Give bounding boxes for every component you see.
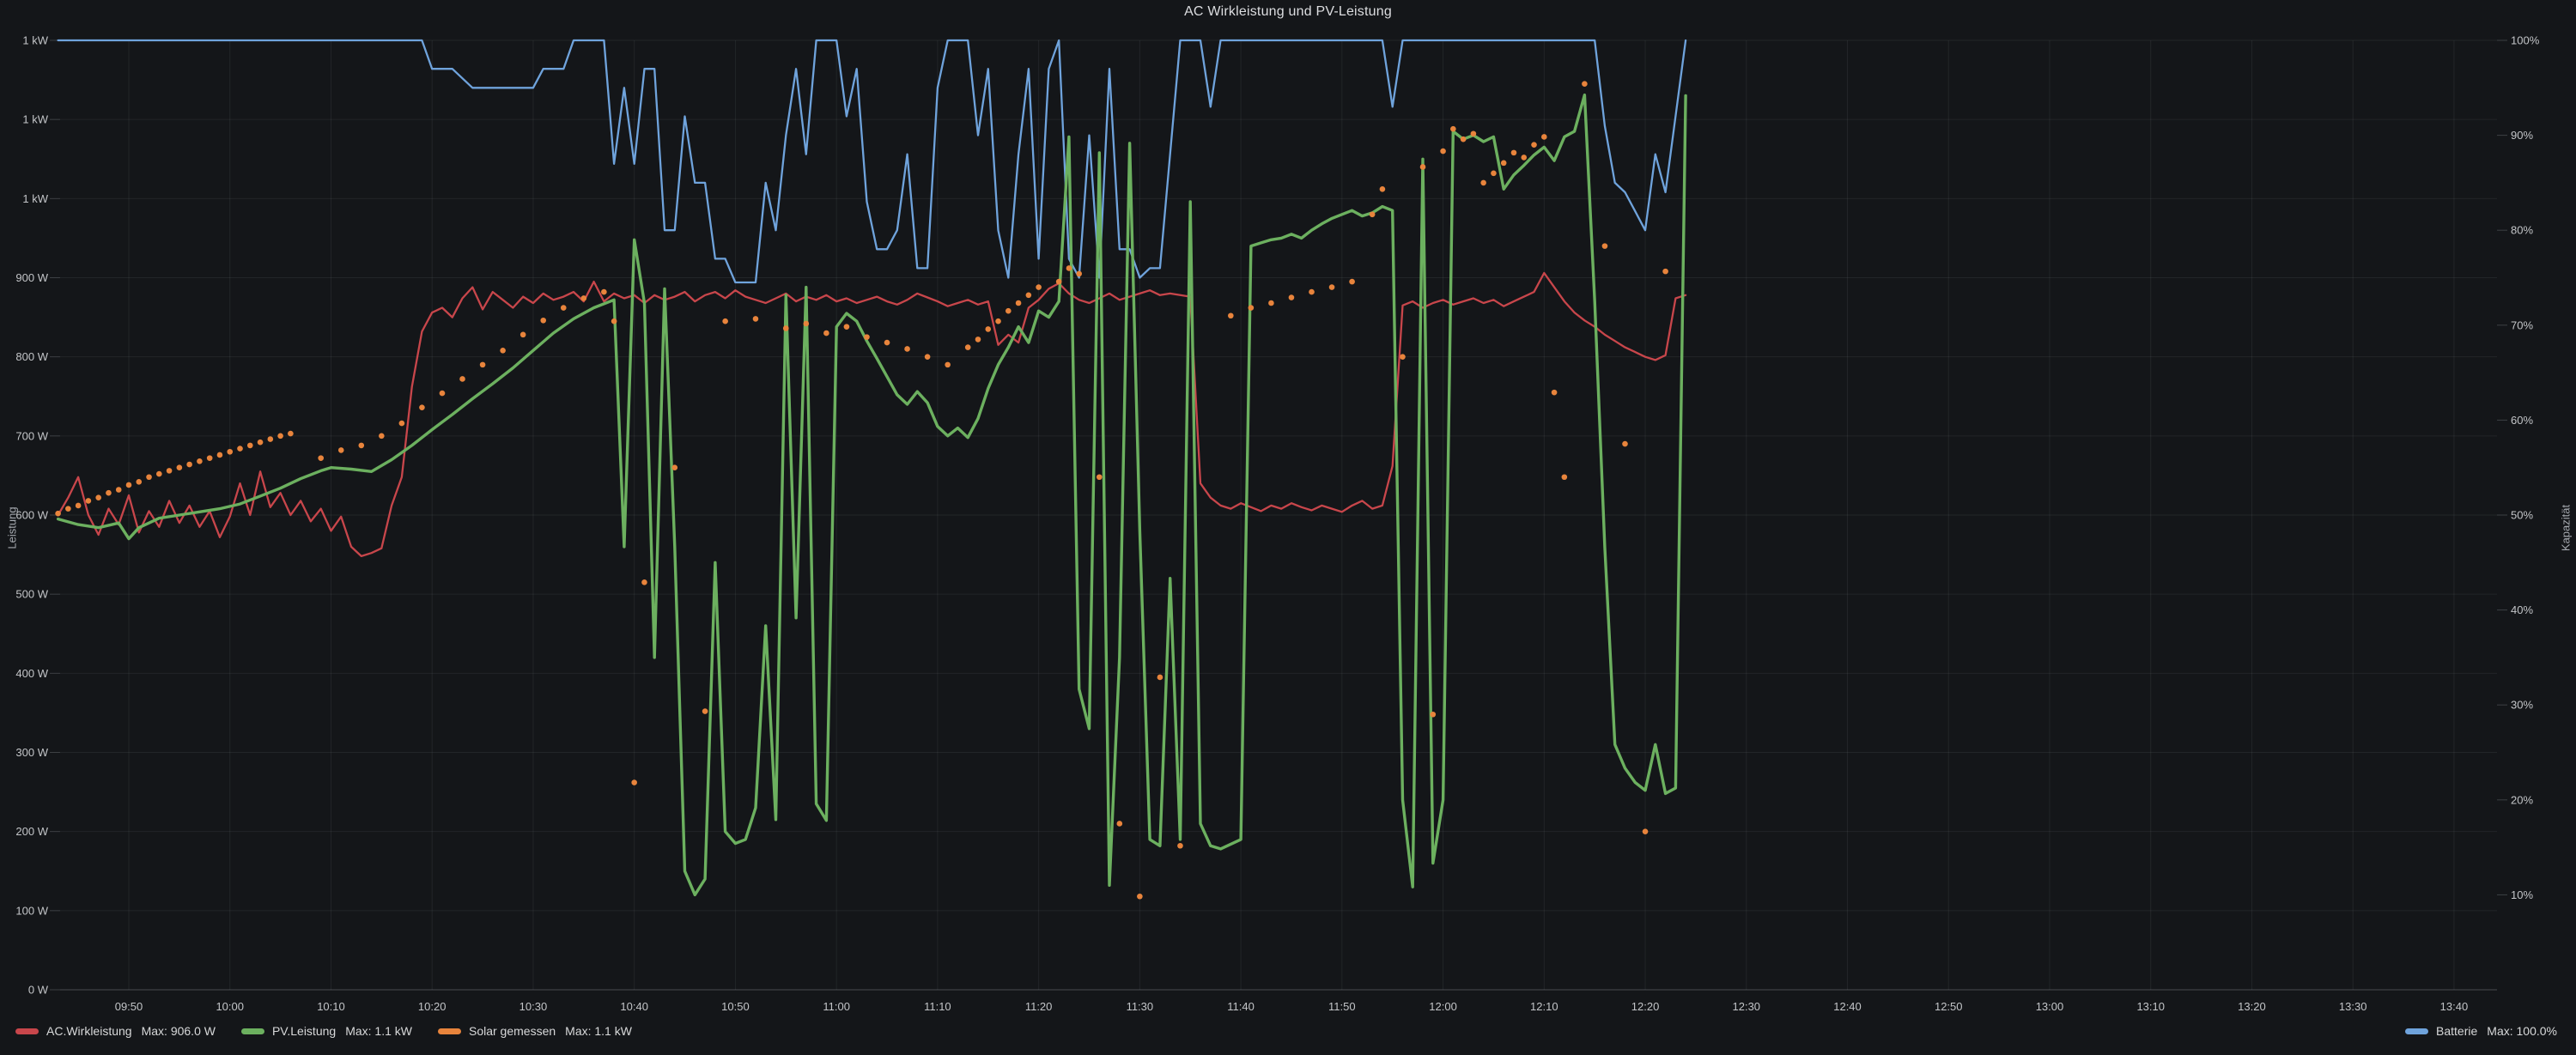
legend: AC.Wirkleistung Max: 906.0 W PV.Leistung… bbox=[15, 1020, 2557, 1042]
legend-left-group: AC.Wirkleistung Max: 906.0 W PV.Leistung… bbox=[15, 1024, 632, 1038]
legend-label: AC.Wirkleistung bbox=[46, 1024, 132, 1038]
series-ac-wirkleistung bbox=[57, 271, 1687, 558]
svg-text:60%: 60% bbox=[2511, 414, 2533, 427]
svg-text:12:20: 12:20 bbox=[1631, 1000, 1660, 1013]
svg-text:13:10: 13:10 bbox=[2136, 1000, 2165, 1013]
svg-text:10:20: 10:20 bbox=[418, 1000, 447, 1013]
svg-text:100%: 100% bbox=[2511, 34, 2540, 47]
legend-right-group: Batterie Max: 100.0% bbox=[2405, 1024, 2557, 1038]
svg-text:11:30: 11:30 bbox=[1127, 1000, 1154, 1013]
svg-text:13:30: 13:30 bbox=[2339, 1000, 2367, 1013]
svg-text:10:30: 10:30 bbox=[519, 1000, 548, 1013]
series-pv-leistung bbox=[56, 93, 1687, 897]
svg-text:13:20: 13:20 bbox=[2238, 1000, 2266, 1013]
svg-text:1 kW: 1 kW bbox=[22, 34, 48, 47]
legend-label: PV.Leistung bbox=[271, 1024, 337, 1038]
svg-text:70%: 70% bbox=[2511, 318, 2533, 331]
legend-max-value: Max: 1.1 kW bbox=[565, 1024, 632, 1038]
axis-tick-marks bbox=[50, 39, 2507, 991]
legend-max-value: Max: 1.1 kW bbox=[345, 1024, 412, 1038]
axis-tick-labels: 1 kW 1 kW 1 kW 900 W 800 W 700 W 600 W 500 W 400… bbox=[15, 34, 2539, 1014]
legend-item-solar-gemessen[interactable]: Solar gemessen Max: 1.1 kW bbox=[437, 1024, 632, 1038]
svg-text:100 W: 100 W bbox=[15, 904, 48, 917]
y-axis-right-title: Kapazität bbox=[2559, 504, 2573, 551]
legend-item-ac-wirkleistung[interactable]: AC.Wirkleistung Max: 906.0 W bbox=[15, 1024, 216, 1038]
svg-text:13:00: 13:00 bbox=[2036, 1000, 2064, 1013]
svg-text:30%: 30% bbox=[2511, 699, 2533, 712]
legend-swatch-ac-wirkleistung bbox=[15, 1028, 39, 1034]
svg-text:80%: 80% bbox=[2511, 224, 2533, 237]
svg-text:400 W: 400 W bbox=[15, 667, 48, 680]
legend-item-pv-leistung[interactable]: PV.Leistung Max: 1.1 kW bbox=[240, 1024, 412, 1038]
svg-text:200 W: 200 W bbox=[15, 825, 48, 838]
svg-text:12:30: 12:30 bbox=[1733, 1000, 1761, 1013]
svg-text:10:40: 10:40 bbox=[620, 1000, 648, 1013]
svg-text:10:50: 10:50 bbox=[721, 1000, 750, 1013]
svg-text:12:00: 12:00 bbox=[1429, 1000, 1457, 1013]
svg-text:11:40: 11:40 bbox=[1227, 1000, 1255, 1013]
legend-swatch-pv-leistung bbox=[240, 1028, 264, 1034]
svg-text:300 W: 300 W bbox=[15, 746, 48, 759]
svg-text:800 W: 800 W bbox=[15, 350, 48, 363]
svg-text:40%: 40% bbox=[2511, 603, 2533, 616]
svg-text:10%: 10% bbox=[2511, 888, 2533, 901]
panel-title[interactable]: AC Wirkleistung und PV-Leistung bbox=[1184, 4, 1392, 19]
svg-text:700 W: 700 W bbox=[15, 429, 48, 442]
legend-label: Batterie bbox=[2436, 1024, 2478, 1038]
svg-text:900 W: 900 W bbox=[15, 271, 48, 284]
svg-text:11:00: 11:00 bbox=[823, 1000, 850, 1013]
svg-text:90%: 90% bbox=[2511, 129, 2533, 142]
legend-swatch-batterie bbox=[2405, 1028, 2429, 1034]
svg-text:1 kW: 1 kW bbox=[22, 192, 48, 205]
svg-text:12:10: 12:10 bbox=[1530, 1000, 1558, 1013]
svg-text:11:50: 11:50 bbox=[1328, 1000, 1356, 1013]
legend-max-value: Max: 100.0% bbox=[2487, 1024, 2557, 1038]
gridlines bbox=[60, 39, 2497, 991]
svg-text:600 W: 600 W bbox=[15, 509, 48, 522]
svg-text:1 kW: 1 kW bbox=[22, 113, 48, 126]
svg-text:13:40: 13:40 bbox=[2440, 1000, 2469, 1013]
legend-swatch-solar-gemessen bbox=[437, 1028, 461, 1034]
series-solar-gemessen bbox=[55, 81, 1668, 900]
svg-text:11:20: 11:20 bbox=[1025, 1000, 1053, 1013]
svg-text:0 W: 0 W bbox=[28, 984, 49, 997]
legend-item-batterie[interactable]: Batterie Max: 100.0% bbox=[2405, 1024, 2557, 1038]
svg-text:12:50: 12:50 bbox=[1935, 1000, 1963, 1013]
svg-text:10:00: 10:00 bbox=[216, 1000, 244, 1013]
svg-text:12:40: 12:40 bbox=[1833, 1000, 1862, 1013]
svg-text:50%: 50% bbox=[2511, 509, 2533, 522]
svg-text:500 W: 500 W bbox=[15, 588, 48, 601]
series-batterie bbox=[57, 39, 1687, 284]
legend-label: Solar gemessen bbox=[468, 1024, 556, 1038]
y-axis-left-title: Leistung bbox=[5, 506, 19, 549]
svg-text:10:10: 10:10 bbox=[317, 1000, 345, 1013]
legend-max-value: Max: 906.0 W bbox=[141, 1024, 216, 1038]
svg-text:11:10: 11:10 bbox=[924, 1000, 951, 1013]
svg-text:20%: 20% bbox=[2511, 793, 2533, 806]
svg-text:09:50: 09:50 bbox=[115, 1000, 143, 1013]
